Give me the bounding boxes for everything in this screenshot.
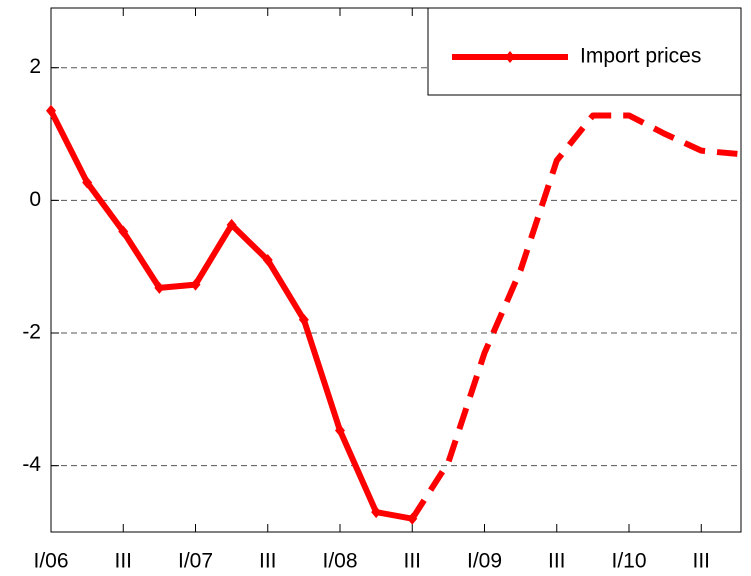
marker xyxy=(118,225,129,238)
legend-label: Import prices xyxy=(580,45,701,68)
marker xyxy=(190,278,201,291)
y-tick-label: -4 xyxy=(22,453,41,476)
marker xyxy=(226,218,237,231)
x-tick-label: III xyxy=(548,550,566,573)
marker xyxy=(371,506,382,519)
marker xyxy=(298,313,309,326)
y-tick-label: 0 xyxy=(29,188,41,211)
data-line xyxy=(48,109,413,522)
marker xyxy=(82,176,93,189)
marker xyxy=(46,104,56,117)
x-tick-label: III xyxy=(403,550,421,573)
legend-marker xyxy=(505,51,515,63)
x-tick-label: III xyxy=(259,550,277,573)
y-tick-label: 2 xyxy=(29,55,41,78)
x-tick-label: I/10 xyxy=(611,550,646,573)
x-tick-label: I/07 xyxy=(178,550,213,573)
x-tick-label: I/06 xyxy=(33,550,68,573)
marker xyxy=(154,281,165,294)
x-tick-label: I/08 xyxy=(322,550,357,573)
marker xyxy=(335,424,346,437)
legend-box xyxy=(427,7,742,96)
forecast-line xyxy=(409,112,738,521)
x-tick-label: III xyxy=(693,550,711,573)
x-tick-label: I/09 xyxy=(467,550,502,573)
x-tick-label: III xyxy=(114,550,132,573)
marker xyxy=(262,254,273,267)
marker xyxy=(407,512,418,525)
y-tick-label: -2 xyxy=(22,321,41,344)
plot-frame xyxy=(50,7,742,533)
